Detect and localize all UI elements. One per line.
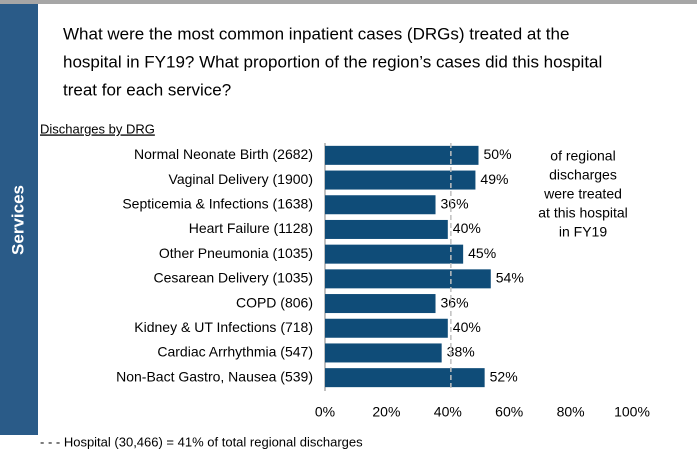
x-tick-label: 40%: [434, 404, 462, 420]
value-label: 40%: [453, 319, 481, 335]
footnote: - - - Hospital (30,466) = 41% of total r…: [40, 434, 363, 449]
bar: [325, 145, 479, 165]
value-label: 38%: [447, 344, 475, 360]
value-label: 49%: [480, 171, 508, 187]
category-label: Vaginal Delivery (1900): [169, 171, 313, 187]
annotation-line: at this hospital: [538, 205, 628, 221]
value-label: 52%: [490, 368, 518, 384]
bar: [325, 244, 464, 264]
bar: [325, 294, 436, 314]
bar: [325, 343, 442, 363]
section-label: Services: [8, 185, 27, 255]
x-tick-label: 0%: [315, 404, 335, 420]
category-label: Cesarean Delivery (1035): [153, 270, 313, 286]
bar: [325, 368, 485, 388]
value-label: 54%: [496, 270, 524, 286]
annotation-line: were treated: [543, 186, 622, 202]
category-label: Non-Bact Gastro, Nausea (539): [116, 368, 313, 384]
bar: [325, 195, 436, 215]
bar: [325, 170, 476, 190]
x-tick-label: 20%: [372, 404, 400, 420]
category-label: Normal Neonate Birth (2682): [134, 146, 313, 162]
subtitle: Discharges by DRG: [40, 121, 155, 136]
bar: [325, 219, 448, 239]
x-tick-label: 80%: [557, 404, 585, 420]
sidebar: [0, 4, 38, 435]
title-line: treat for each service?: [63, 80, 231, 99]
category-label: Other Pneumonia (1035): [159, 245, 313, 261]
category-label: COPD (806): [236, 294, 313, 310]
value-label: 50%: [484, 146, 512, 162]
bar: [325, 269, 491, 289]
category-label: Septicemia & Infections (1638): [122, 195, 313, 211]
value-label: 45%: [468, 245, 496, 261]
annotation-line: discharges: [549, 167, 617, 183]
value-label: 36%: [441, 294, 469, 310]
x-tick-label: 100%: [614, 404, 650, 420]
category-label: Heart Failure (1128): [189, 220, 313, 236]
x-tick-label: 60%: [495, 404, 523, 420]
category-label: Kidney & UT Infections (718): [134, 319, 313, 335]
value-label: 36%: [441, 195, 469, 211]
annotation-line: of regional: [550, 148, 615, 164]
title-line: What were the most common inpatient case…: [63, 24, 569, 43]
value-label: 40%: [453, 220, 481, 236]
category-label: Cardiac Arrhythmia (547): [157, 344, 313, 360]
top-rule: [0, 0, 697, 4]
bar: [325, 318, 448, 338]
annotation-line: in FY19: [559, 224, 607, 240]
title-line: hospital in FY19? What proportion of the…: [63, 52, 602, 71]
